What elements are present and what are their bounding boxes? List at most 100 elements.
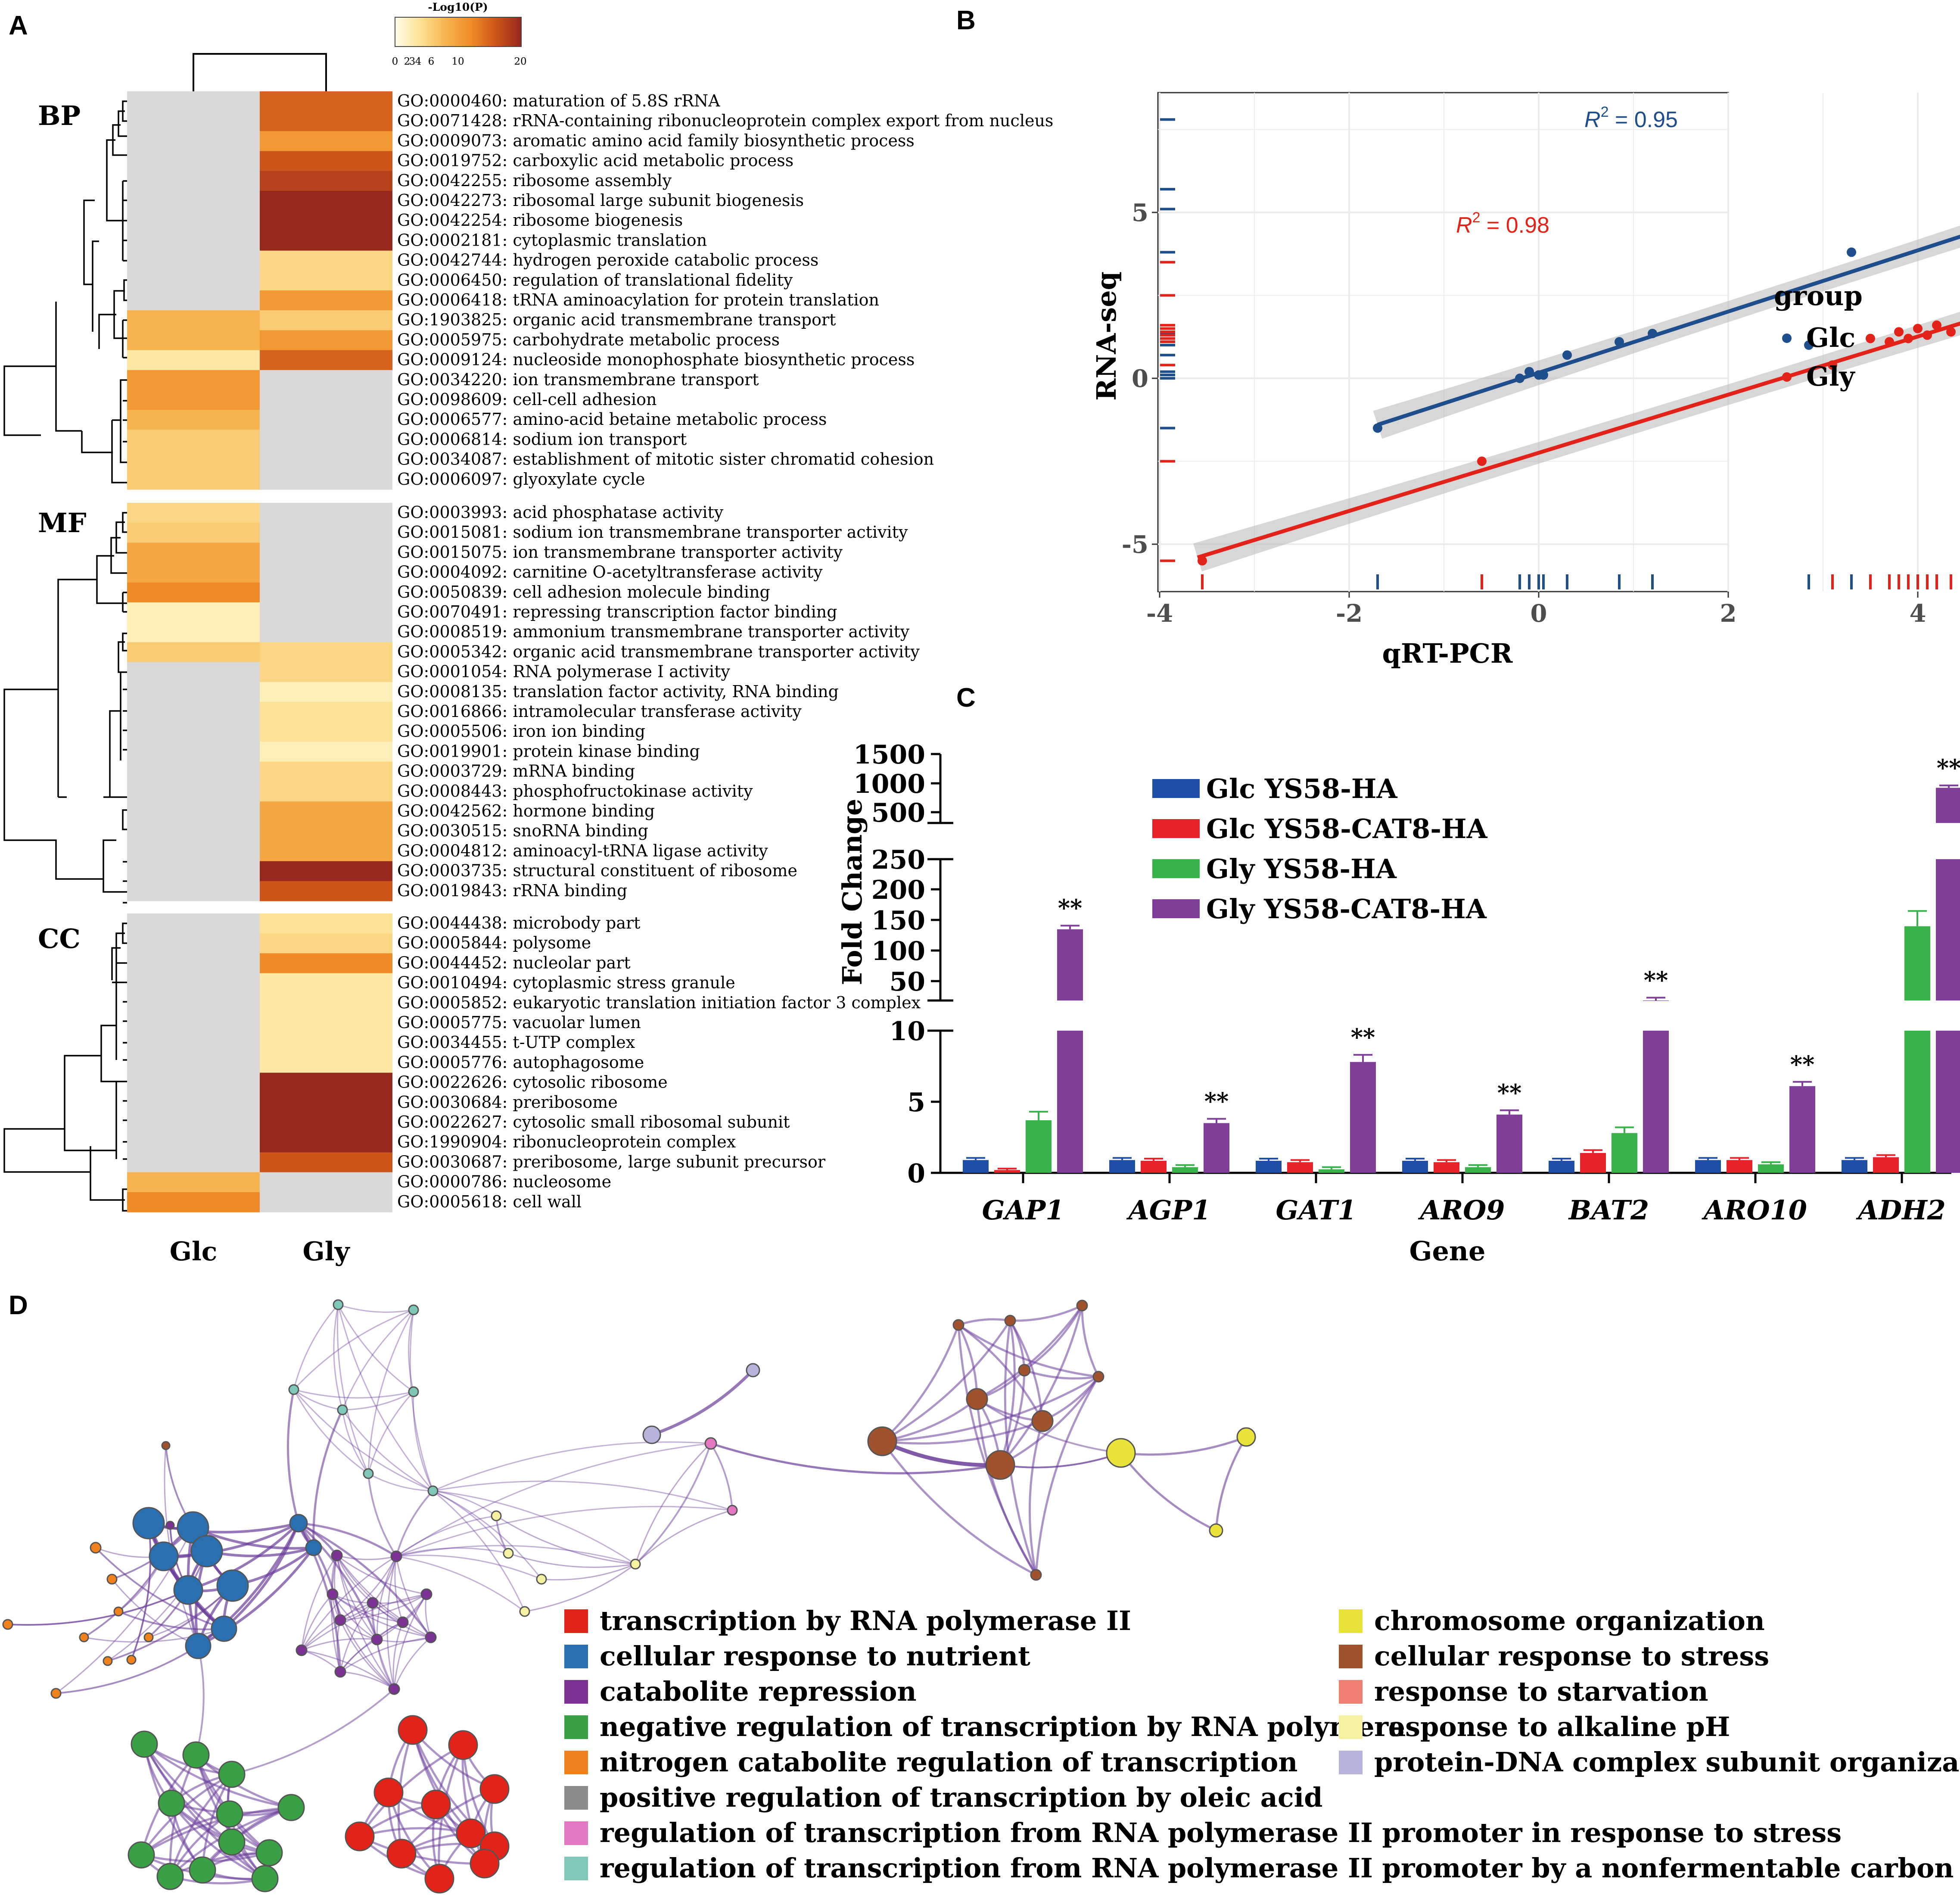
network-node: [216, 1569, 249, 1602]
network-legend-label: positive regulation of transcription by …: [600, 1782, 1323, 1813]
colorbar: [395, 17, 522, 47]
network-node: [727, 1505, 738, 1516]
heatmap-cell: [260, 933, 392, 954]
network-edge: [432, 1490, 542, 1580]
legend-swatch: [1152, 859, 1200, 878]
network-node: [143, 1632, 154, 1643]
heatmap-cell: [127, 390, 260, 410]
go-term-label: GO:0005844: polysome: [397, 933, 591, 952]
go-term-label: GO:0034087: establishment of mitotic sis…: [397, 450, 934, 469]
heatmap-cell: [260, 350, 392, 371]
heatmap-cell: [127, 231, 260, 251]
panel-label-d: D: [9, 1290, 28, 1320]
heatmap-cell: [127, 1092, 260, 1113]
heatmap-cell: [260, 861, 392, 882]
go-term-label: GO:0042273: ribosomal large subunit biog…: [397, 191, 804, 210]
network-edge: [301, 1593, 427, 1651]
network-node: [1209, 1523, 1223, 1538]
gene-label: BAT2: [1568, 1194, 1649, 1226]
network-node: [149, 1541, 179, 1571]
heatmap-cell: [127, 1172, 260, 1193]
heatmap-cell: [260, 1132, 392, 1153]
network-edge: [999, 1320, 1016, 1465]
heatmap-cell: [260, 111, 392, 131]
heatmap-cell: [260, 953, 392, 974]
network-edge: [337, 1304, 414, 1393]
network-edge: [432, 1490, 497, 1517]
network-edge: [336, 1304, 369, 1474]
network-edge: [293, 1304, 339, 1390]
network-edge: [395, 1490, 434, 1557]
network-edge: [118, 1611, 224, 1630]
legend-label: Glc: [1806, 322, 1855, 353]
heatmap-cell: [127, 582, 260, 603]
go-term-label: GO:0005852: eukaryotic translation initi…: [397, 993, 921, 1012]
network-edge: [393, 1594, 427, 1689]
heatmap-cell: [260, 1053, 392, 1073]
go-term-label: GO:0004092: carnitine O-acetyltransferas…: [397, 563, 823, 582]
bar: [1580, 1153, 1606, 1173]
network-edge: [339, 1621, 403, 1672]
y-tick-label: -5: [1122, 530, 1148, 559]
network-edge: [881, 1439, 1001, 1467]
network-edge: [635, 1443, 712, 1565]
network-edge: [7, 1589, 189, 1626]
network-node: [185, 1633, 212, 1659]
network-node: [408, 1304, 419, 1315]
network-edge: [1120, 1452, 1217, 1532]
section-label: CC: [38, 923, 81, 954]
network-node: [113, 1606, 124, 1617]
network-edge: [396, 1555, 525, 1612]
network-edge: [432, 1480, 733, 1511]
network-edge: [301, 1555, 397, 1651]
network-edge: [56, 1645, 199, 1694]
network-edge: [287, 1389, 300, 1524]
heatmap-cell: [260, 231, 392, 251]
significance-label: **: [1351, 1023, 1375, 1051]
scatter-point: [1904, 333, 1913, 343]
network-legend-label: regulation of transcription from RNA pol…: [600, 1817, 1842, 1848]
network-edge: [882, 1398, 978, 1443]
network-edge: [340, 1556, 397, 1621]
network-edge: [372, 1556, 397, 1603]
network-edge: [432, 1490, 509, 1554]
network-edge: [336, 1555, 373, 1604]
network-edge: [881, 1325, 960, 1442]
network-node: [388, 1683, 400, 1695]
go-term-label: GO:0009073: aromatic amino acid family b…: [397, 131, 915, 150]
legend-swatch: [1152, 899, 1200, 918]
network-edge: [340, 1593, 427, 1621]
bar: [1496, 1114, 1522, 1173]
heatmap-cell: [127, 410, 260, 430]
go-term-label: GO:0003735: structural constituent of ri…: [397, 861, 797, 880]
network-edge: [396, 1545, 636, 1565]
network-node: [255, 1839, 283, 1867]
network-edge: [367, 1309, 414, 1474]
heatmap-cell: [260, 801, 392, 822]
significance-label: **: [1644, 966, 1668, 994]
bar: [1873, 1157, 1899, 1173]
network-node: [371, 1633, 383, 1646]
network-edge: [396, 1547, 509, 1557]
heatmap-cell: [127, 662, 260, 683]
network-edge: [881, 1320, 1011, 1443]
colorbar-tick: 20: [514, 56, 526, 67]
bar: [1842, 1160, 1867, 1173]
heatmap-cell: [260, 642, 392, 663]
network-edge: [298, 1522, 378, 1640]
go-term-label: GO:0042254: ribosome biogenesis: [397, 211, 683, 230]
network-edge: [338, 1304, 414, 1313]
heatmap-cell: [127, 562, 260, 583]
column-dendrogram: [193, 53, 327, 91]
go-term-label: GO:0022627: cytosolic small ribosomal su…: [397, 1113, 790, 1131]
go-term-label: GO:0030684: preribosome: [397, 1093, 618, 1112]
go-term-label: GO:0030687: preribosome, large subunit p…: [397, 1152, 826, 1171]
heatmap-cell: [127, 881, 260, 901]
network-legend-swatch: [1339, 1609, 1363, 1633]
network-node: [398, 1715, 428, 1745]
bar: [1936, 788, 1960, 823]
network-node: [1236, 1427, 1256, 1447]
network-node: [1031, 1410, 1054, 1432]
heatmap-cell: [260, 523, 392, 543]
